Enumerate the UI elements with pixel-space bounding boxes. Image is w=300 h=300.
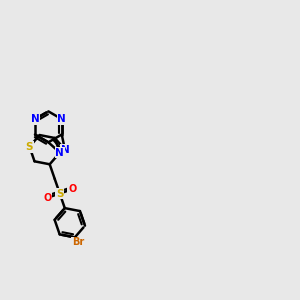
- Text: S: S: [26, 142, 33, 152]
- Text: N: N: [56, 148, 64, 158]
- Text: O: O: [43, 193, 52, 203]
- Text: Br: Br: [72, 237, 84, 248]
- Text: S: S: [56, 188, 64, 199]
- Text: N: N: [57, 114, 66, 124]
- Text: N: N: [61, 145, 69, 155]
- Text: N: N: [31, 114, 39, 124]
- Text: O: O: [68, 184, 76, 194]
